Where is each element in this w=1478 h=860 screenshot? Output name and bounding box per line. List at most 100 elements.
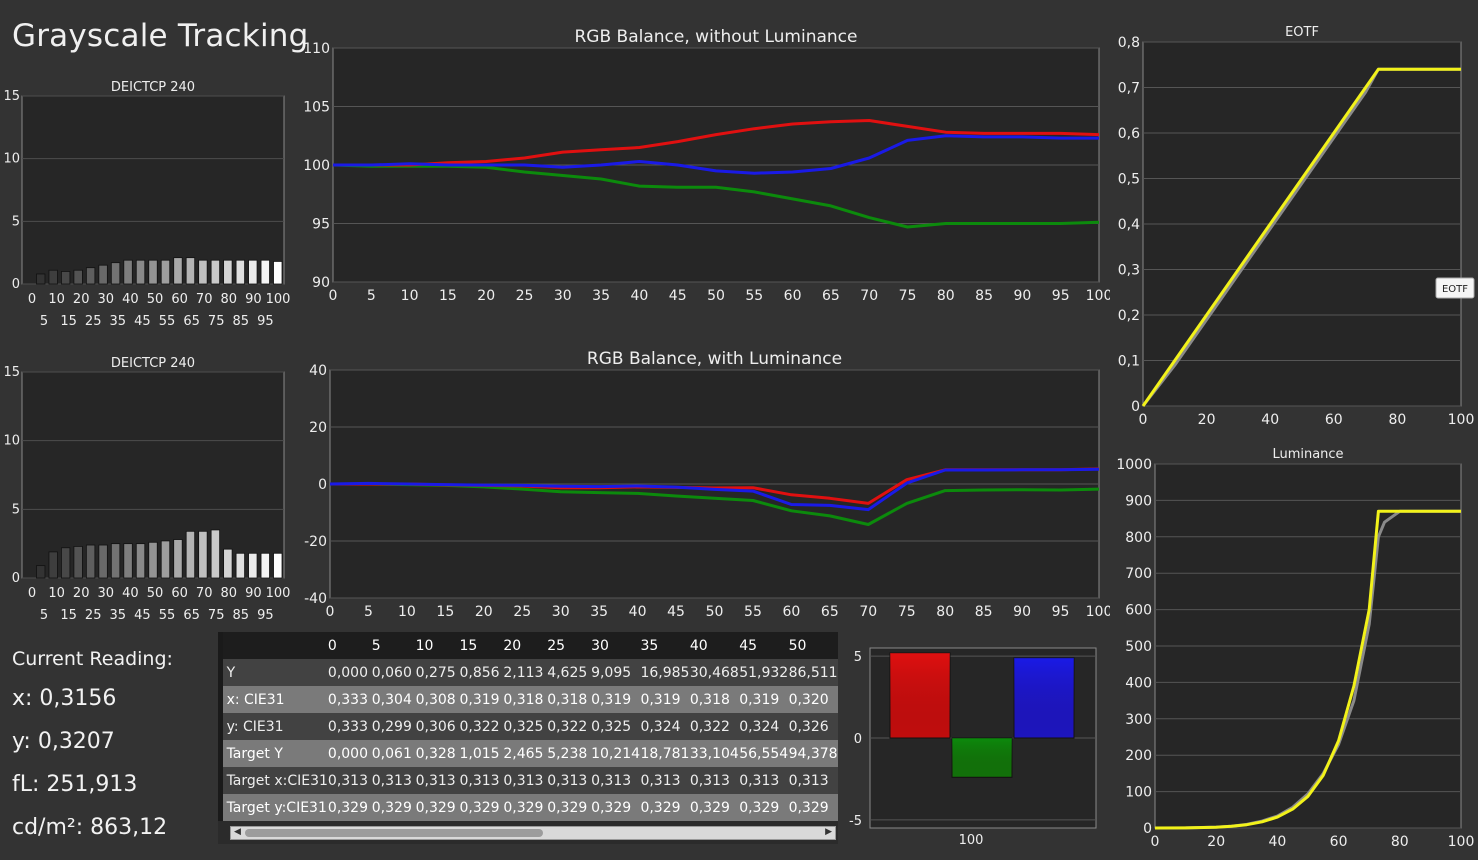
series-line-measured <box>1154 509 1461 830</box>
column-header[interactable]: 50 <box>788 632 838 659</box>
rgb-bar-shade <box>890 652 950 738</box>
error-bar <box>73 546 83 579</box>
x-tick-label: 35 <box>110 608 127 623</box>
legend-label: EOTF <box>1442 284 1468 295</box>
table-cell: 0,318 <box>689 686 740 713</box>
x-tick-label: 100 <box>1086 604 1110 620</box>
x-tick-label: 80 <box>1391 834 1409 850</box>
column-header[interactable]: 45 <box>739 632 789 659</box>
table-cell: 30,468 <box>689 659 740 686</box>
column-header[interactable]: 5 <box>371 632 416 659</box>
app-title: Grayscale Tracking <box>12 18 309 54</box>
table-row[interactable]: Target y:CIE31 0,329 0,329 0,329 0,329 0,329 0… <box>218 794 838 821</box>
column-header[interactable]: 25 <box>547 632 592 659</box>
table-row[interactable]: Target x:CIE31 0,313 0,313 0,313 0,313 0,313 0… <box>218 767 838 794</box>
x-tick-label: 0 <box>329 288 338 304</box>
x-tick-label: 50 <box>707 288 725 304</box>
table-cell: 86,511 <box>788 659 838 686</box>
error-bar <box>36 565 46 579</box>
table-cell: 0,333 <box>327 713 372 740</box>
x-tick-label: 40 <box>629 604 647 620</box>
x-tick-label: 40 <box>630 288 648 304</box>
error-bar <box>48 551 58 579</box>
scroll-left-icon[interactable]: ◀ <box>234 827 241 837</box>
table-cell: 0,328 <box>415 740 460 767</box>
column-header[interactable]: 40 <box>689 632 740 659</box>
x-tick-label: 15 <box>436 604 454 620</box>
table-row[interactable]: Y 0,000 0,060 0,275 0,856 2,113 4,625 9,095 16,9… <box>218 659 838 686</box>
table-cell: 0,313 <box>547 767 592 794</box>
column-header[interactable]: 35 <box>640 632 690 659</box>
y-tick-label: 100 <box>1125 785 1152 801</box>
table-cell: 0,319 <box>739 686 789 713</box>
table-cell: 0,319 <box>459 686 504 713</box>
x-tick-label: 30 <box>98 586 115 601</box>
table-cell: 0,329 <box>459 794 504 821</box>
reading-cdm2: cd/m²: 863,12 <box>12 815 168 840</box>
luminance-chart: Luminance0100200300400500600700800900100… <box>1116 447 1475 850</box>
error-bar <box>98 264 108 285</box>
error-bar <box>210 529 221 579</box>
readings-table[interactable]: 0 5 10 15 20 25 30 35 40 45 50 Y 0,000 0,0… <box>218 632 838 844</box>
table-cell: 0,329 <box>371 794 416 821</box>
y-tick-label: 900 <box>1125 493 1152 509</box>
table-cell: 0,329 <box>788 794 838 821</box>
error-bar <box>185 257 196 285</box>
column-header[interactable]: 10 <box>415 632 460 659</box>
y-tick-label: 500 <box>1125 639 1152 655</box>
x-tick-label: 5 <box>40 608 48 623</box>
rgb-bar-shade <box>1014 657 1074 738</box>
table-cell: 0,308 <box>415 686 460 713</box>
error-bar <box>148 541 158 579</box>
x-tick-label: 95 <box>1052 604 1070 620</box>
x-tick-label: 30 <box>552 604 570 620</box>
x-tick-label: 0 <box>1151 834 1160 850</box>
y-tick-label: 5 <box>12 502 20 517</box>
error-bar <box>198 259 208 285</box>
scrollbar-thumb[interactable] <box>245 829 543 837</box>
column-header[interactable]: 0 <box>327 632 372 659</box>
x-tick-label: 60 <box>171 292 188 307</box>
table-cell: 0,313 <box>640 767 690 794</box>
error-bar <box>61 547 71 579</box>
table-cell: 1,015 <box>459 740 504 767</box>
x-tick-label: 25 <box>85 608 102 623</box>
x-tick-label: 75 <box>208 314 225 329</box>
reading-y: y: 0,3207 <box>12 729 115 754</box>
table-cell: 0,856 <box>459 659 504 686</box>
x-tick-label: 95 <box>1052 288 1070 304</box>
y-tick-label: 300 <box>1125 712 1152 728</box>
error-bar <box>48 269 58 285</box>
x-tick-label: 90 <box>245 586 262 601</box>
table-row[interactable]: y: CIE31 0,333 0,299 0,306 0,322 0,325 0,322 0,… <box>218 713 838 740</box>
table-cell: 56,554 <box>739 740 789 767</box>
y-tick-label: 200 <box>1125 748 1152 764</box>
x-tick-label: 5 <box>364 604 373 620</box>
x-tick-label: 90 <box>1013 288 1031 304</box>
x-tick-label: 10 <box>48 586 65 601</box>
table-row[interactable]: Target Y 0,000 0,061 0,328 1,015 2,465 5,238 10… <box>218 740 838 767</box>
table-cell: 0,329 <box>327 794 372 821</box>
table-cell: 0,329 <box>739 794 789 821</box>
table-row[interactable]: x: CIE31 0,333 0,304 0,308 0,319 0,318 0,318 0,… <box>218 686 838 713</box>
x-tick-label: 40 <box>1261 412 1279 428</box>
x-tick-label: 5 <box>40 314 48 329</box>
x-tick-label: 50 <box>147 586 164 601</box>
chart-title: DEICTCP 240 <box>111 356 195 371</box>
column-header[interactable]: 20 <box>503 632 548 659</box>
x-tick-label: 20 <box>73 586 90 601</box>
y-tick-label: 0 <box>318 477 327 493</box>
column-header[interactable]: 15 <box>459 632 504 659</box>
column-header[interactable]: 30 <box>591 632 641 659</box>
x-tick-label: 10 <box>398 604 416 620</box>
y-tick-label: 5 <box>12 214 20 229</box>
table-horizontal-scrollbar[interactable]: ◀ ▶ <box>230 826 836 840</box>
rgb-balance-with-luminance-chart: RGB Balance, with Luminance -40 -20 0 20 40 0 5… <box>304 349 1110 620</box>
x-tick-label: 55 <box>744 604 762 620</box>
scroll-right-icon[interactable]: ▶ <box>825 827 832 837</box>
x-tick-label: 55 <box>159 608 176 623</box>
table-cell: 0,329 <box>640 794 690 821</box>
x-tick-label: 100 <box>1448 834 1475 850</box>
x-tick-label: 60 <box>784 288 802 304</box>
table-cell: 0,061 <box>371 740 416 767</box>
